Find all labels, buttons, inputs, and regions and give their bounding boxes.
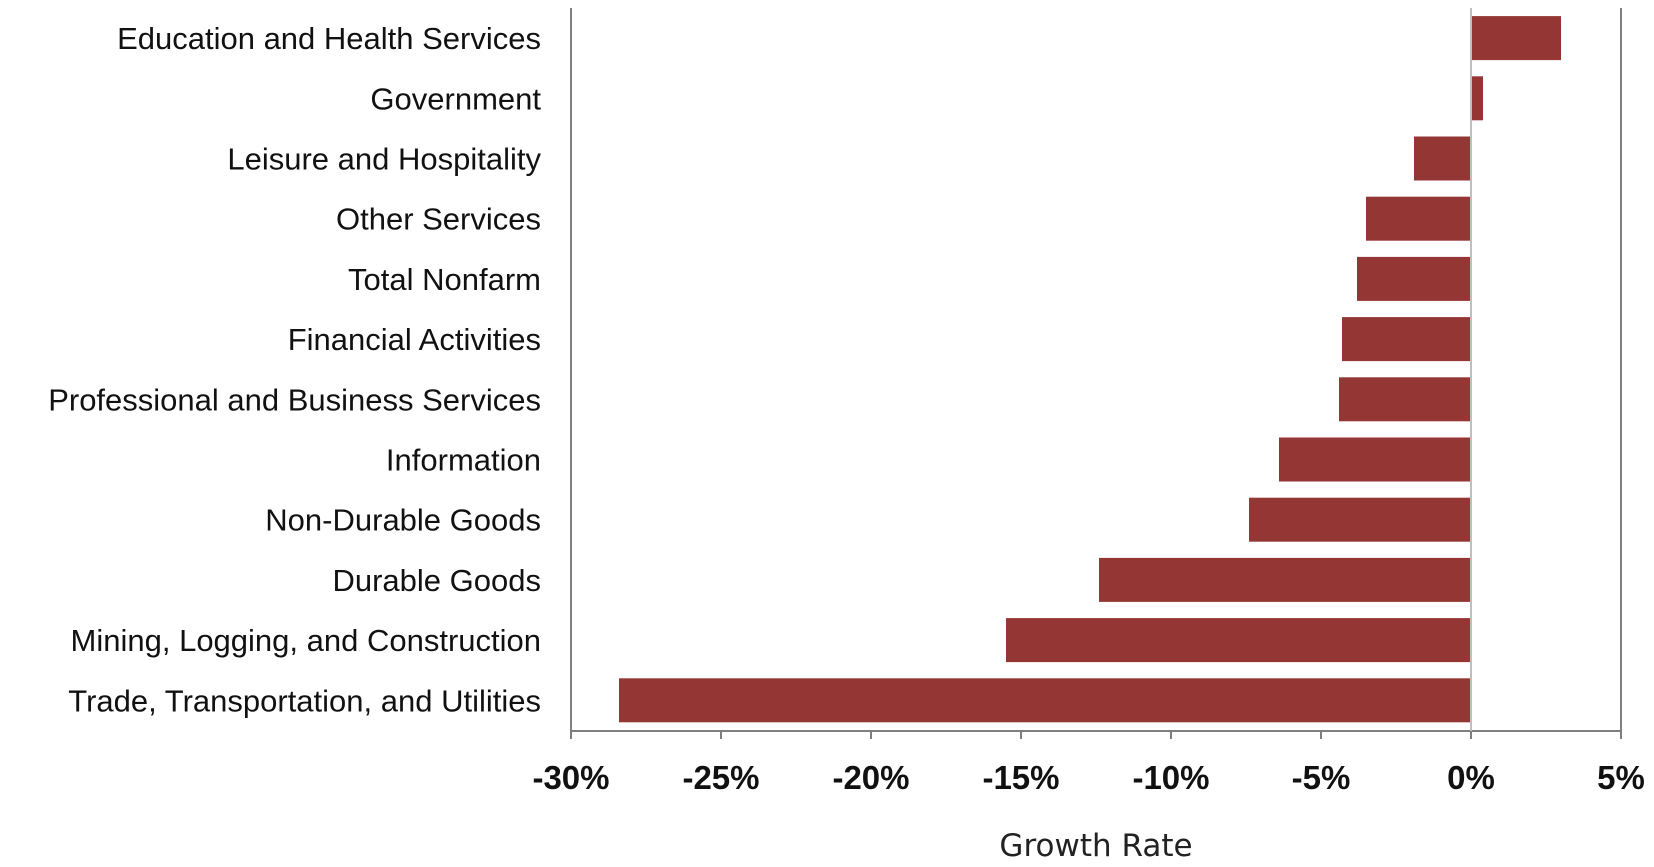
x-tick-label-7: 5% [1597,759,1645,796]
x-tick-label-5: -5% [1292,759,1351,796]
bar-10 [1006,618,1471,663]
category-labels: Education and Health Services Government L… [48,21,541,718]
category-label-0: Education and Health Services [117,21,541,56]
category-label-2: Leisure and Hospitality [227,142,541,177]
x-tick-label-2: -20% [832,759,909,796]
x-axis-title: Growth Rate [999,828,1192,864]
bar-7 [1279,437,1471,482]
category-label-3: Other Services [336,202,541,237]
category-label-9: Durable Goods [332,563,541,598]
x-tick-label-6: 0% [1447,759,1495,796]
plot-frame [570,8,1622,732]
x-tick-label-0: -30% [532,759,609,796]
x-tick-label-1: -25% [682,759,759,796]
category-label-10: Mining, Logging, and Construction [71,623,541,658]
bar-6 [1339,377,1471,422]
category-label-8: Non-Durable Goods [265,503,541,538]
bar-0 [1471,16,1561,61]
category-label-4: Total Nonfarm [348,262,541,297]
bars-group [619,16,1561,723]
category-label-11: Trade, Transportation, and Utilities [68,683,541,718]
bar-5 [1342,317,1471,362]
x-tick-label-3: -15% [982,759,1059,796]
category-label-1: Government [370,81,541,116]
bar-8 [1249,497,1471,542]
bar-9 [1099,557,1471,602]
category-label-6: Professional and Business Services [48,382,541,417]
bar-4 [1357,256,1471,301]
x-axis-ticks: -30% -25% -20% -15% -10% -5% 0% 5% [532,731,1645,796]
category-label-5: Financial Activities [288,322,541,357]
bar-3 [1366,196,1471,241]
category-label-7: Information [386,443,541,478]
bar-1 [1471,76,1483,121]
bar-11 [619,678,1471,723]
x-tick-label-4: -10% [1132,759,1209,796]
bar-2 [1414,136,1471,181]
